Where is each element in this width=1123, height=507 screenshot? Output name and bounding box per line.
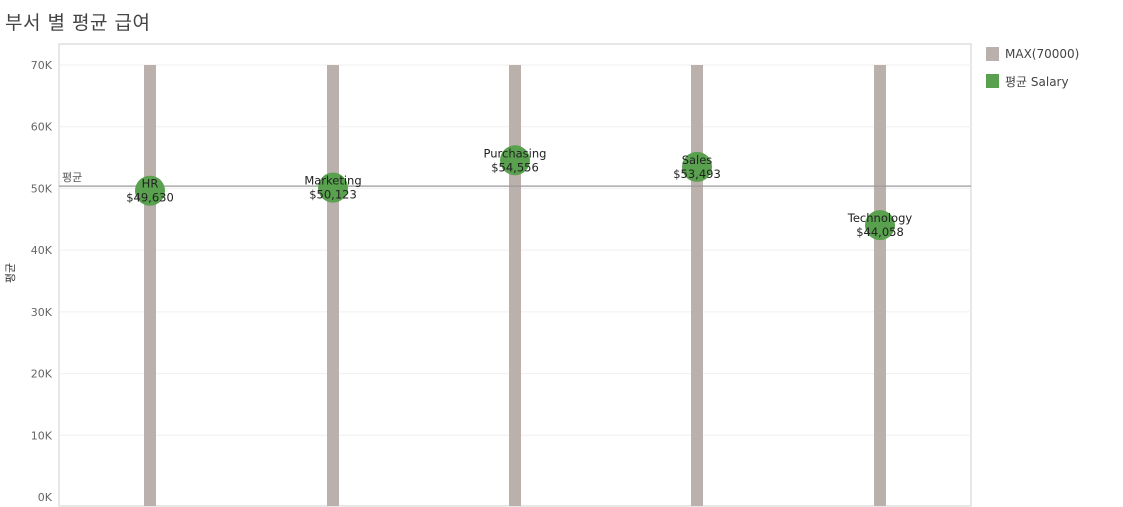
legend-item-max[interactable]: MAX(70000)	[986, 44, 1079, 64]
bar-max-marketing[interactable]	[327, 65, 339, 506]
point-marketing[interactable]	[318, 172, 348, 203]
data-label-category: Purchasing	[484, 146, 547, 160]
legend-swatch-max	[986, 47, 999, 61]
chart-title: 부서 별 평균 급여	[5, 12, 151, 34]
data-label-category: Marketing	[304, 174, 361, 188]
legend-item-avg-salary[interactable]: 평균 Salary	[986, 71, 1079, 91]
point-sales[interactable]	[682, 151, 712, 182]
data-label-value: $53,493	[673, 167, 721, 181]
y-tick-label: 0K	[38, 491, 53, 504]
bar-max-hr[interactable]	[144, 65, 156, 506]
bar-max-sales[interactable]	[691, 65, 703, 506]
bar-max-technology[interactable]	[874, 65, 886, 506]
y-tick-label: 30K	[31, 306, 53, 319]
y-tick-label: 40K	[31, 244, 53, 257]
y-tick-label: 50K	[31, 182, 53, 195]
reference-line-label: 평균	[62, 171, 82, 184]
legend-swatch-avg-salary	[986, 74, 999, 88]
data-label-category: Technology	[847, 211, 913, 225]
y-tick-label: 20K	[31, 368, 53, 381]
data-label-value: $50,123	[309, 188, 357, 202]
y-tick-label: 70K	[31, 59, 53, 72]
point-hr[interactable]	[135, 175, 165, 206]
y-axis-label: 평균	[4, 263, 17, 283]
point-purchasing[interactable]	[500, 145, 530, 176]
y-tick-label: 10K	[31, 429, 53, 442]
legend-label-avg-salary: 평균 Salary	[1005, 74, 1069, 89]
data-label-category: HR	[142, 177, 159, 191]
data-label-value: $44,058	[856, 225, 904, 239]
bar-max-purchasing[interactable]	[509, 65, 521, 506]
legend-label-max: MAX(70000)	[1005, 47, 1080, 61]
legend: MAX(70000) 평균 Salary	[986, 44, 1079, 98]
data-label-value: $54,556	[491, 160, 539, 174]
data-label-value: $49,630	[126, 191, 174, 205]
y-tick-label: 60K	[31, 121, 53, 134]
data-label-category: Sales	[682, 153, 713, 167]
point-technology[interactable]	[865, 210, 895, 241]
